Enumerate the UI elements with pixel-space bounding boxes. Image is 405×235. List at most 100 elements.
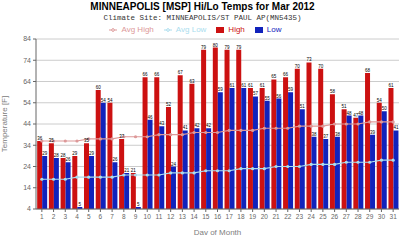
svg-text:43: 43 (159, 121, 165, 126)
svg-text:54: 54 (377, 98, 383, 103)
svg-text:63: 63 (189, 79, 195, 84)
svg-text:73: 73 (306, 57, 312, 62)
svg-text:41: 41 (183, 125, 189, 130)
svg-text:36: 36 (37, 136, 43, 141)
svg-text:3: 3 (63, 213, 67, 220)
svg-text:55: 55 (265, 96, 271, 101)
svg-text:54: 54 (101, 98, 107, 103)
svg-text:8: 8 (122, 213, 126, 220)
svg-text:42: 42 (206, 123, 212, 128)
svg-text:9: 9 (134, 213, 138, 220)
svg-text:70: 70 (295, 64, 301, 69)
svg-text:12: 12 (167, 213, 175, 220)
svg-text:30: 30 (378, 213, 386, 220)
svg-text:56: 56 (276, 94, 282, 99)
svg-text:20: 20 (261, 213, 269, 220)
svg-text:27: 27 (343, 213, 351, 220)
svg-text:29: 29 (366, 213, 374, 220)
svg-text:34: 34 (23, 142, 31, 149)
svg-text:38: 38 (311, 132, 317, 137)
svg-text:29: 29 (42, 151, 48, 156)
svg-text:35: 35 (49, 138, 55, 143)
svg-text:17: 17 (226, 213, 234, 220)
svg-text:4: 4 (27, 205, 31, 212)
svg-text:21: 21 (131, 168, 137, 173)
svg-text:5: 5 (87, 213, 91, 220)
svg-text:67: 67 (178, 70, 184, 75)
svg-text:48: 48 (358, 111, 364, 116)
svg-text:24: 24 (308, 213, 316, 220)
svg-text:44: 44 (23, 120, 31, 127)
svg-text:84: 84 (23, 35, 31, 42)
svg-text:21: 21 (124, 168, 130, 173)
svg-text:25: 25 (319, 213, 327, 220)
svg-text:35: 35 (84, 138, 90, 143)
svg-text:74: 74 (23, 57, 31, 64)
svg-text:42: 42 (194, 123, 200, 128)
svg-text:2: 2 (52, 213, 56, 220)
svg-text:50: 50 (382, 106, 388, 111)
svg-text:54: 54 (23, 99, 31, 106)
svg-text:39: 39 (370, 130, 376, 135)
svg-text:68: 68 (365, 68, 371, 73)
svg-text:Temperature [F]: Temperature [F] (8, 96, 9, 152)
svg-text:26: 26 (66, 157, 72, 162)
svg-text:80: 80 (213, 43, 219, 48)
svg-text:14: 14 (23, 184, 31, 191)
svg-text:46: 46 (148, 115, 154, 120)
svg-text:37: 37 (119, 134, 125, 139)
svg-text:58: 58 (330, 89, 336, 94)
svg-text:14: 14 (190, 213, 198, 220)
svg-text:51: 51 (342, 104, 348, 109)
svg-text:5: 5 (79, 202, 82, 207)
svg-text:18: 18 (237, 213, 245, 220)
svg-text:60: 60 (96, 85, 102, 90)
svg-text:28: 28 (54, 153, 60, 158)
svg-text:19: 19 (249, 213, 257, 220)
svg-text:4: 4 (75, 213, 79, 220)
svg-text:61: 61 (241, 83, 247, 88)
svg-text:70: 70 (318, 64, 324, 69)
svg-text:Day of Month: Day of Month (194, 228, 242, 235)
svg-text:29: 29 (72, 151, 78, 156)
svg-text:61: 61 (230, 83, 236, 88)
svg-text:64: 64 (23, 78, 31, 85)
svg-text:61: 61 (248, 83, 254, 88)
svg-text:66: 66 (154, 72, 160, 77)
svg-text:52: 52 (166, 102, 172, 107)
svg-text:7: 7 (110, 213, 114, 220)
svg-text:66: 66 (283, 72, 289, 77)
svg-text:24: 24 (23, 163, 31, 170)
svg-text:54: 54 (107, 98, 113, 103)
svg-text:66: 66 (143, 72, 149, 77)
svg-text:1: 1 (40, 213, 44, 220)
svg-text:21: 21 (272, 213, 280, 220)
svg-text:38: 38 (335, 132, 341, 137)
svg-text:37: 37 (323, 134, 329, 139)
svg-text:51: 51 (300, 104, 306, 109)
svg-text:61: 61 (260, 83, 266, 88)
svg-text:26: 26 (112, 157, 118, 162)
svg-text:57: 57 (253, 91, 259, 96)
svg-text:16: 16 (214, 213, 222, 220)
svg-text:26: 26 (331, 213, 339, 220)
svg-text:79: 79 (225, 45, 231, 50)
svg-text:28: 28 (354, 213, 362, 220)
svg-text:6: 6 (99, 213, 103, 220)
svg-text:41: 41 (393, 125, 397, 130)
svg-text:65: 65 (271, 74, 277, 79)
svg-text:61: 61 (388, 83, 394, 88)
svg-text:10: 10 (144, 213, 152, 220)
svg-text:24: 24 (171, 162, 177, 167)
svg-text:15: 15 (202, 213, 210, 220)
svg-text:31: 31 (390, 213, 397, 220)
svg-text:79: 79 (236, 45, 242, 50)
svg-text:13: 13 (179, 213, 187, 220)
svg-text:23: 23 (296, 213, 304, 220)
svg-text:5: 5 (137, 202, 140, 207)
svg-text:59: 59 (288, 87, 294, 92)
svg-text:11: 11 (156, 213, 163, 220)
svg-text:48: 48 (347, 111, 353, 116)
svg-text:29: 29 (89, 151, 95, 156)
svg-text:79: 79 (201, 45, 207, 50)
